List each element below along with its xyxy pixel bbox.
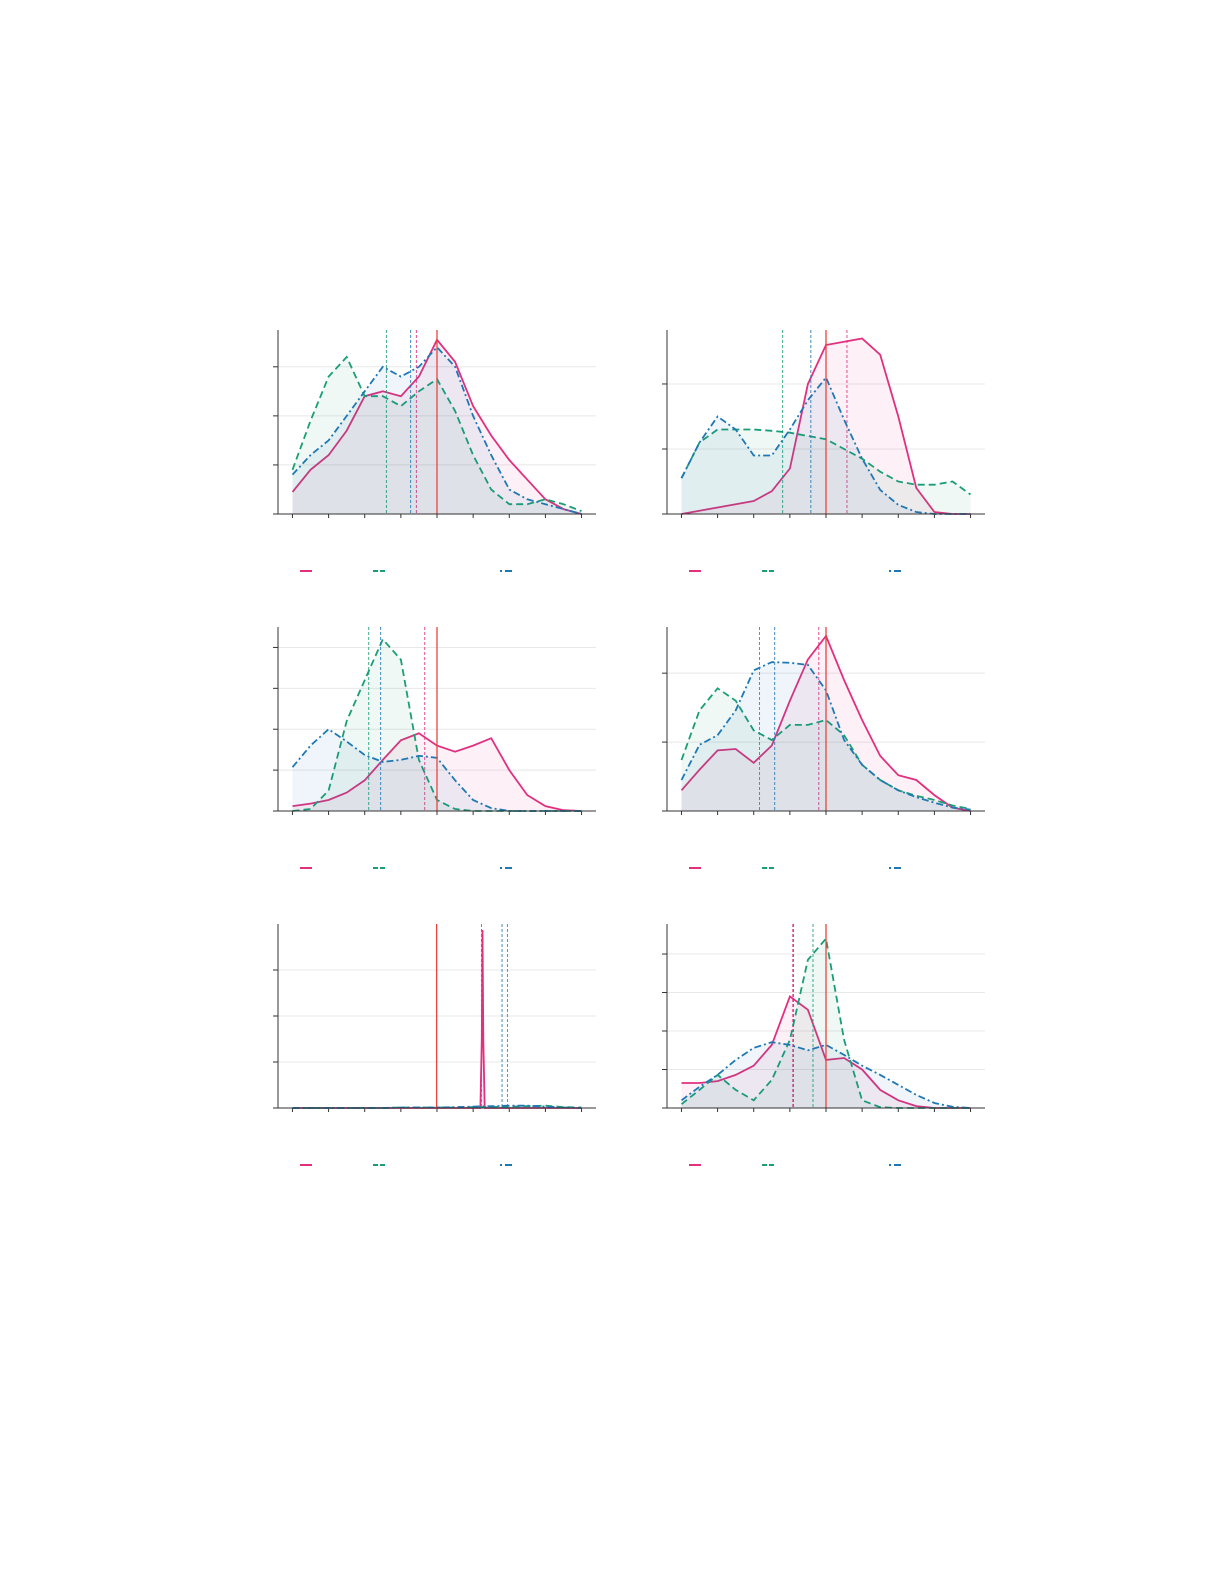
density-line xyxy=(680,1041,971,1109)
density-area xyxy=(681,996,971,1108)
density-line xyxy=(291,345,582,515)
density-area xyxy=(292,1105,582,1108)
density-line xyxy=(680,661,971,811)
density-line xyxy=(680,687,971,810)
density-line xyxy=(680,375,971,515)
